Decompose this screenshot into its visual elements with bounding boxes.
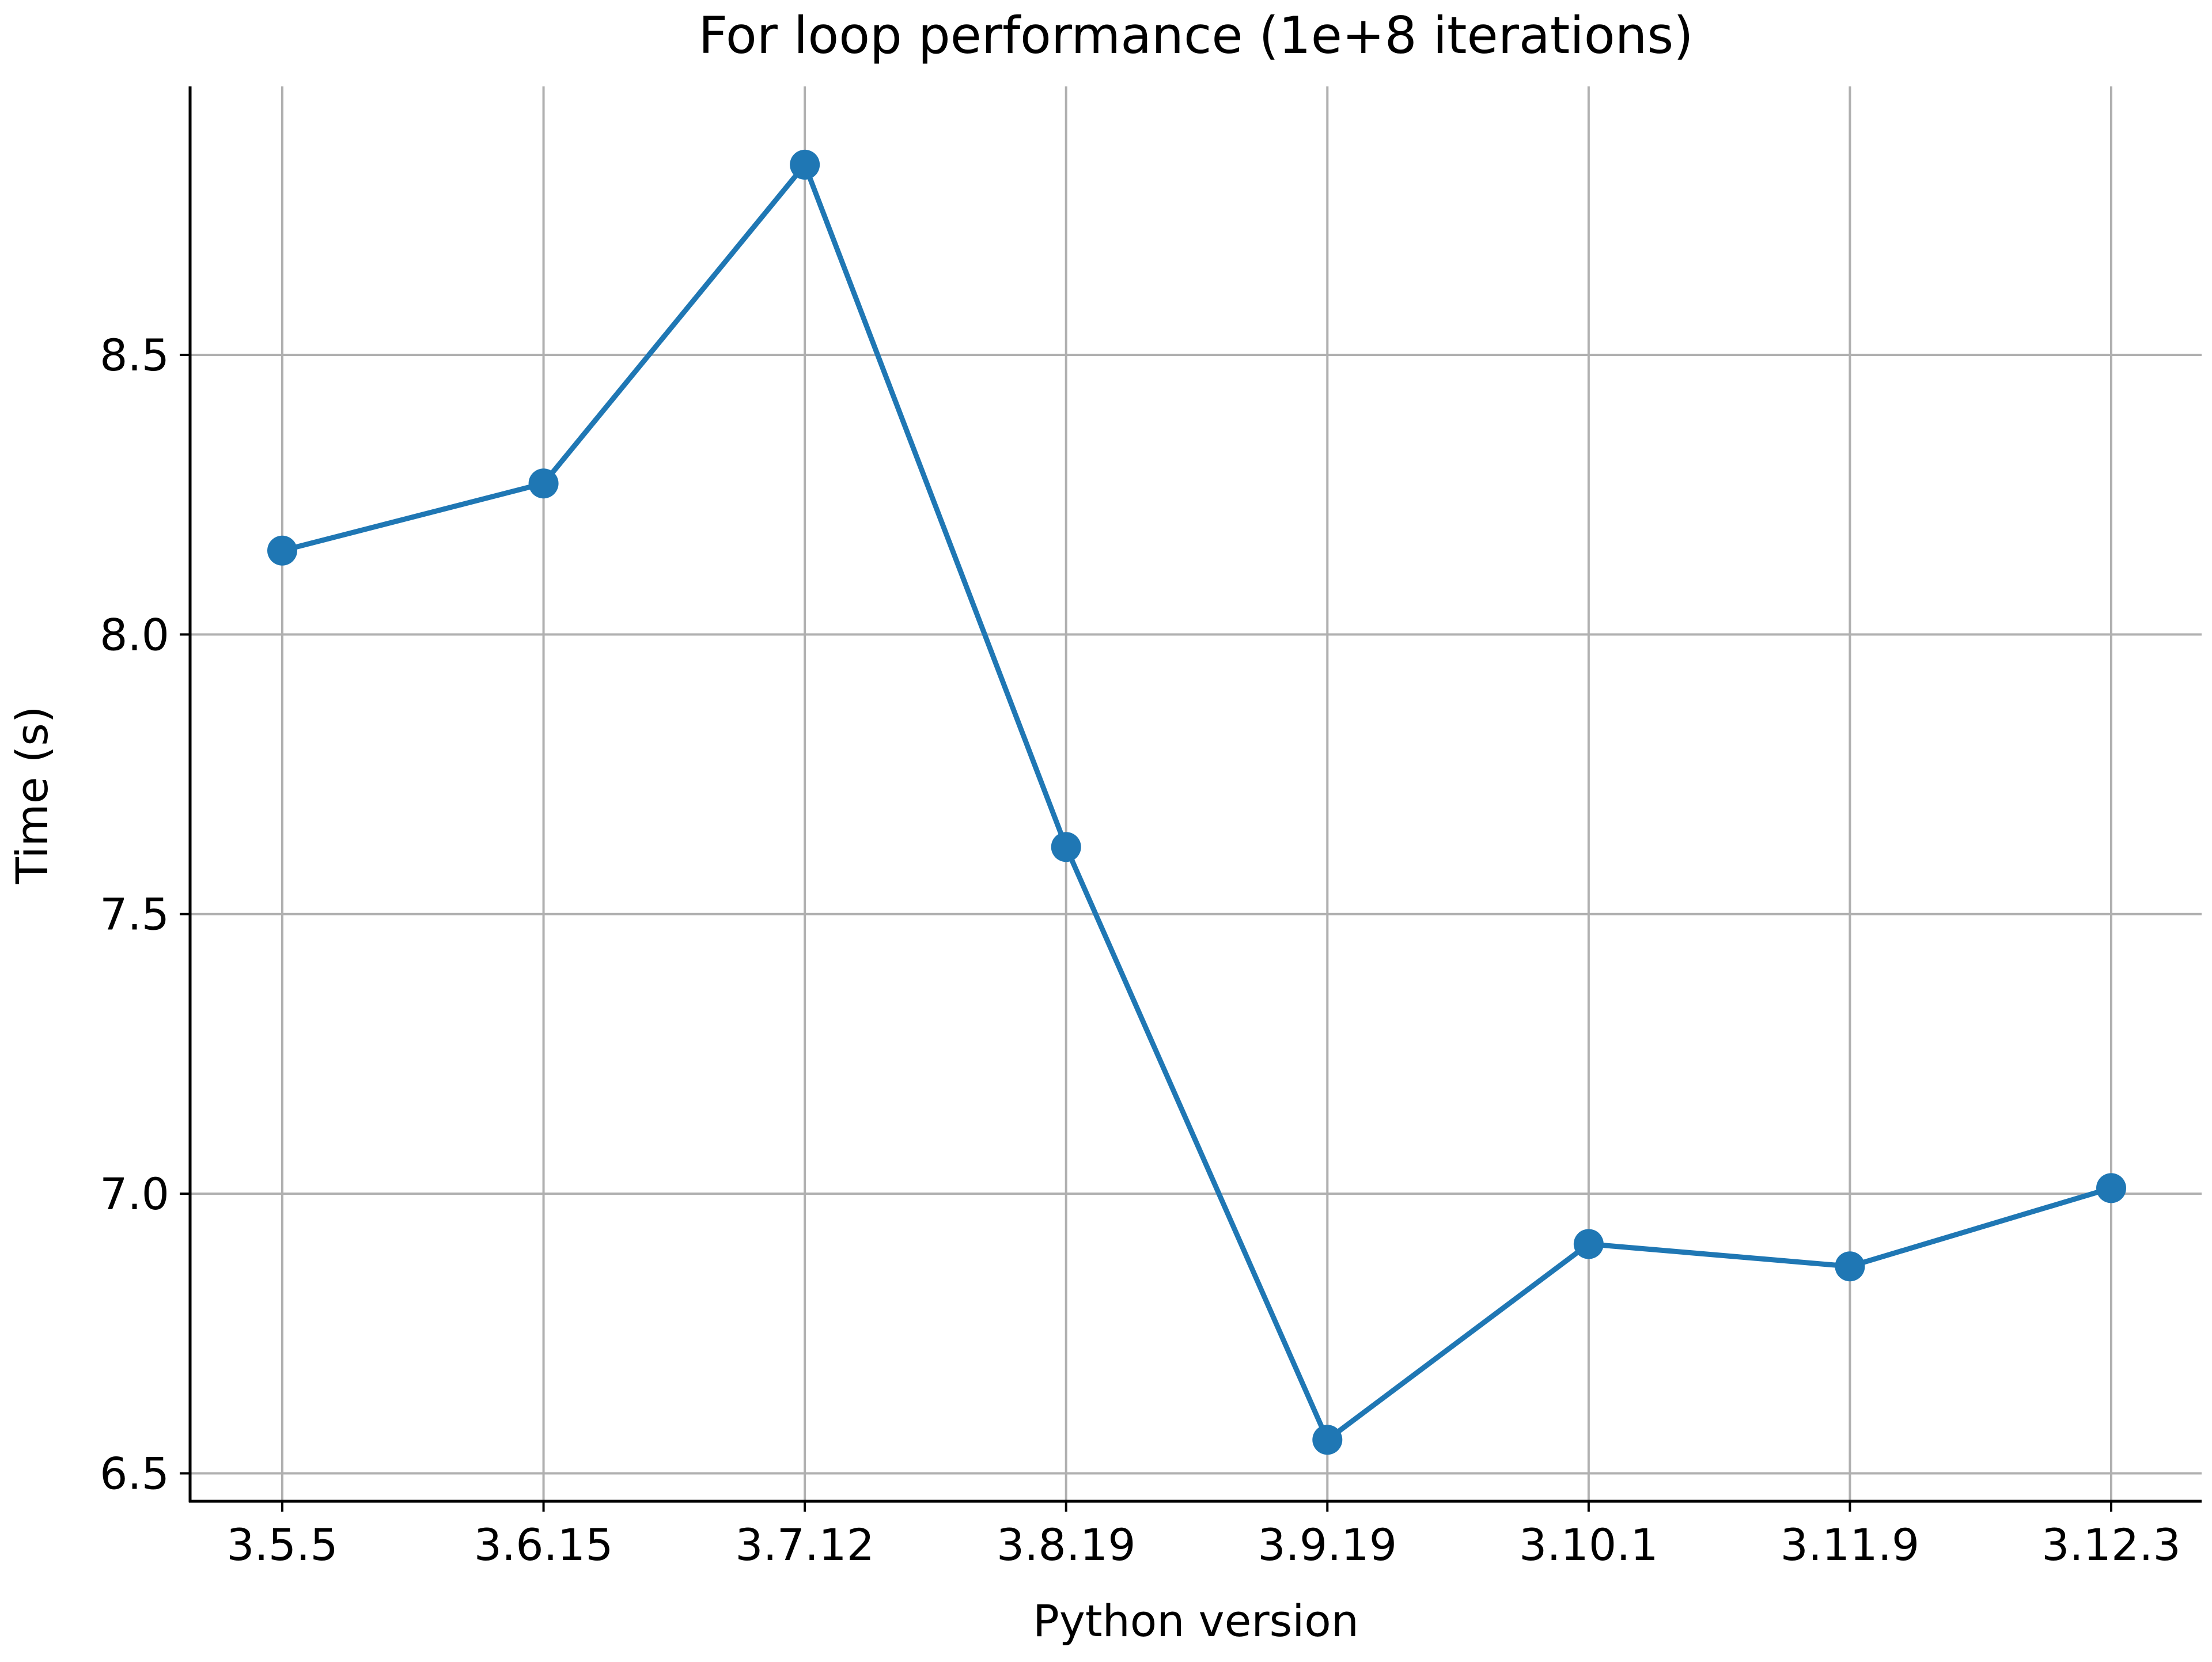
x-tick-label: 3.9.19	[1257, 1519, 1397, 1570]
y-tick-label: 8.0	[100, 609, 169, 660]
series	[267, 149, 2126, 1455]
data-point	[1312, 1425, 1343, 1455]
series-line	[279, 162, 2114, 1443]
data-point	[790, 149, 820, 180]
y-tick-label: 8.5	[100, 330, 169, 381]
x-tick-label: 3.11.9	[1781, 1519, 1920, 1570]
y-tick-label: 6.5	[100, 1448, 169, 1499]
data-point	[1835, 1251, 1865, 1282]
x-tick-label: 3.5.5	[226, 1519, 338, 1570]
x-tick-label: 3.8.19	[997, 1519, 1136, 1570]
data-point	[2096, 1173, 2126, 1203]
data-point	[1051, 832, 1081, 862]
y-tick-label: 7.5	[100, 889, 169, 940]
y-axis-label: Time (s)	[6, 706, 58, 884]
x-tick-label: 3.7.12	[735, 1519, 874, 1570]
y-tick-label: 7.0	[100, 1168, 169, 1220]
data-point	[528, 468, 559, 499]
data-point	[267, 535, 297, 566]
grid	[190, 86, 2202, 1501]
chart-title: For loop performance (1e+8 iterations)	[698, 6, 1693, 65]
ticks: 3.5.5 3.6.15 3.7.12 3.8.19 3.9.19 3.10.1 3.11.…	[100, 330, 2181, 1570]
x-tick-label: 3.6.15	[474, 1519, 613, 1570]
x-tick-label: 3.12.3	[2041, 1519, 2181, 1570]
x-tick-label: 3.10.1	[1519, 1519, 1658, 1570]
x-axis-label: Python version	[1033, 1595, 1359, 1646]
data-point	[1573, 1229, 1604, 1259]
axes	[188, 86, 2202, 1503]
